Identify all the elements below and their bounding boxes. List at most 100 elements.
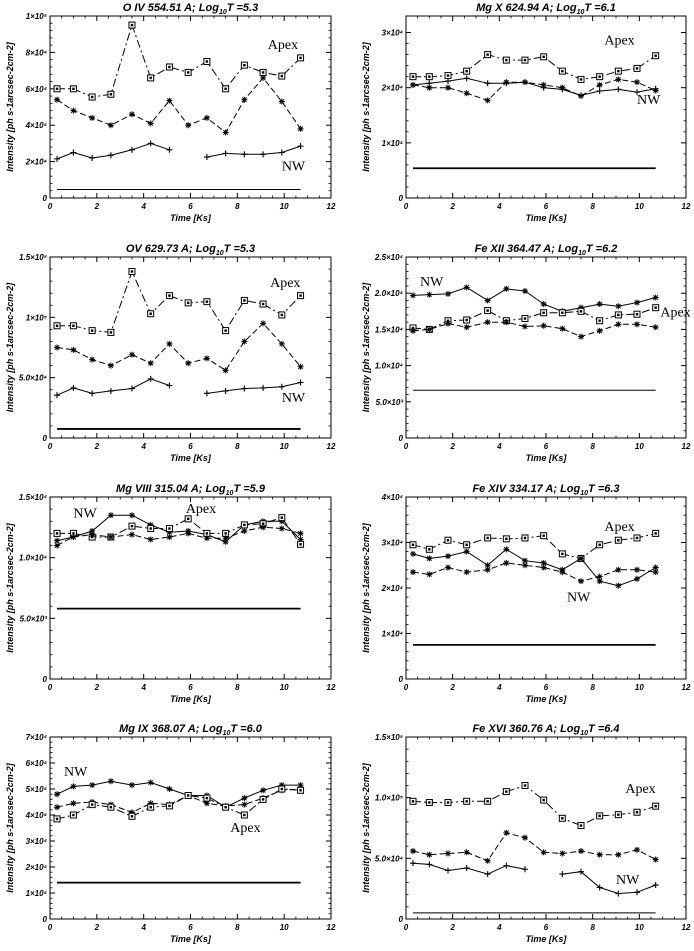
series-1 [409, 51, 660, 83]
data-point [615, 851, 622, 858]
data-point [147, 74, 155, 82]
data-point [484, 80, 491, 87]
x-tick-label: 4 [496, 442, 502, 451]
data-point [185, 122, 192, 129]
data-point [445, 553, 451, 560]
x-tick-label: 2 [449, 923, 455, 932]
data-point [54, 791, 61, 798]
data-point [463, 316, 471, 324]
data-point [445, 320, 451, 327]
data-point [259, 795, 267, 803]
data-point [147, 803, 155, 811]
data-point [107, 328, 115, 336]
data-point [297, 54, 305, 62]
x-tick-label: 6 [544, 683, 549, 692]
plot-frame [405, 256, 687, 439]
data-point [425, 545, 433, 553]
data-point [54, 392, 61, 399]
data-point [70, 346, 77, 353]
y-tick-label: 1×10⁴ [26, 889, 47, 898]
data-point [578, 333, 584, 340]
data-point [107, 534, 114, 541]
data-point [89, 527, 96, 534]
x-tick-label: 8 [590, 442, 595, 451]
y-axis-label: Intensity [ph s-1arcsec-2cm-2] [361, 522, 371, 653]
data-point [463, 284, 470, 291]
data-point [596, 884, 603, 891]
series-2 [410, 829, 659, 864]
y-tick-label: 2×10⁴ [25, 158, 47, 167]
data-point [409, 541, 417, 549]
y-tick-label: 4×10⁴ [25, 811, 47, 820]
data-point [426, 326, 433, 333]
series-3 [54, 524, 304, 549]
data-point [522, 79, 528, 86]
data-point [522, 834, 528, 841]
data-point [222, 85, 230, 93]
data-point [184, 515, 192, 523]
data-point [634, 321, 640, 328]
panel-title: Fe XVI 360.76 A; Log10T =6.4 [472, 723, 619, 737]
panel-title: Mg VIII 315.04 A; Log10T =5.9 [116, 483, 266, 497]
series-annotation: Apex [268, 38, 298, 53]
plot-frame [405, 736, 687, 920]
panel-6: Fe XIV 334.17 A; Log10T =6.3 0 2 4 6 8 10 12 0 1×… [361, 483, 691, 704]
x-tick-label: 8 [590, 683, 595, 692]
data-point [540, 532, 548, 540]
data-point [410, 327, 416, 334]
x-tick-label: 2 [94, 923, 100, 932]
y-tick-label: 5.0×10⁴ [19, 374, 47, 383]
data-point [128, 512, 135, 519]
plot-frame [49, 496, 332, 680]
x-tick-label: 8 [235, 683, 240, 692]
data-point [634, 89, 640, 96]
data-point [615, 890, 622, 897]
data-point [278, 149, 285, 156]
data-point [128, 111, 135, 118]
data-point [128, 21, 136, 29]
x-tick-label: 8 [235, 202, 240, 211]
data-point [503, 80, 510, 87]
data-point [107, 362, 114, 369]
series-annotation: Apex [604, 520, 634, 535]
y-axis-label: Intensity [ph s-1arcsec-2cm-2] [5, 41, 15, 172]
panel-5: Mg VIII 315.04 A; Log10T =5.9 0 2 4 6 8 10 12 0 5… [5, 483, 336, 704]
data-point [107, 512, 114, 519]
data-point [260, 787, 267, 794]
data-point [578, 848, 584, 855]
data-point [559, 871, 566, 878]
y-tick-label: 8×10⁴ [26, 48, 47, 57]
data-point [578, 868, 584, 875]
y-tick-label: 1.5×10⁴ [375, 325, 403, 334]
data-point [540, 322, 547, 329]
data-point [445, 78, 451, 85]
data-point [484, 562, 491, 569]
data-point [278, 98, 285, 105]
series-2 [409, 304, 660, 333]
x-tick-label: 12 [682, 923, 691, 932]
data-point [166, 529, 173, 536]
data-point [107, 778, 114, 785]
x-tick-label: 10 [280, 923, 289, 932]
data-point [147, 120, 154, 127]
x-axis-label: Time [Ks] [526, 934, 568, 944]
data-point [425, 73, 433, 81]
data-point [147, 779, 154, 786]
data-point [484, 566, 491, 573]
panel-title: Mg IX 368.07 A; Log10T =6.0 [119, 723, 263, 737]
x-tick-label: 0 [48, 923, 53, 932]
x-tick-label: 12 [682, 202, 691, 211]
data-point [614, 536, 622, 544]
data-point [633, 64, 641, 72]
data-point [522, 557, 528, 564]
data-point [577, 307, 585, 315]
data-point [503, 319, 510, 326]
data-point [503, 285, 510, 292]
x-tick-label: 4 [140, 923, 146, 932]
data-point [70, 783, 77, 790]
data-point [558, 550, 566, 558]
data-point [147, 140, 154, 147]
panel-title: Mg X 624.94 A; Log10T =6.1 [476, 2, 616, 16]
data-point [521, 782, 529, 790]
data-point [614, 811, 622, 819]
